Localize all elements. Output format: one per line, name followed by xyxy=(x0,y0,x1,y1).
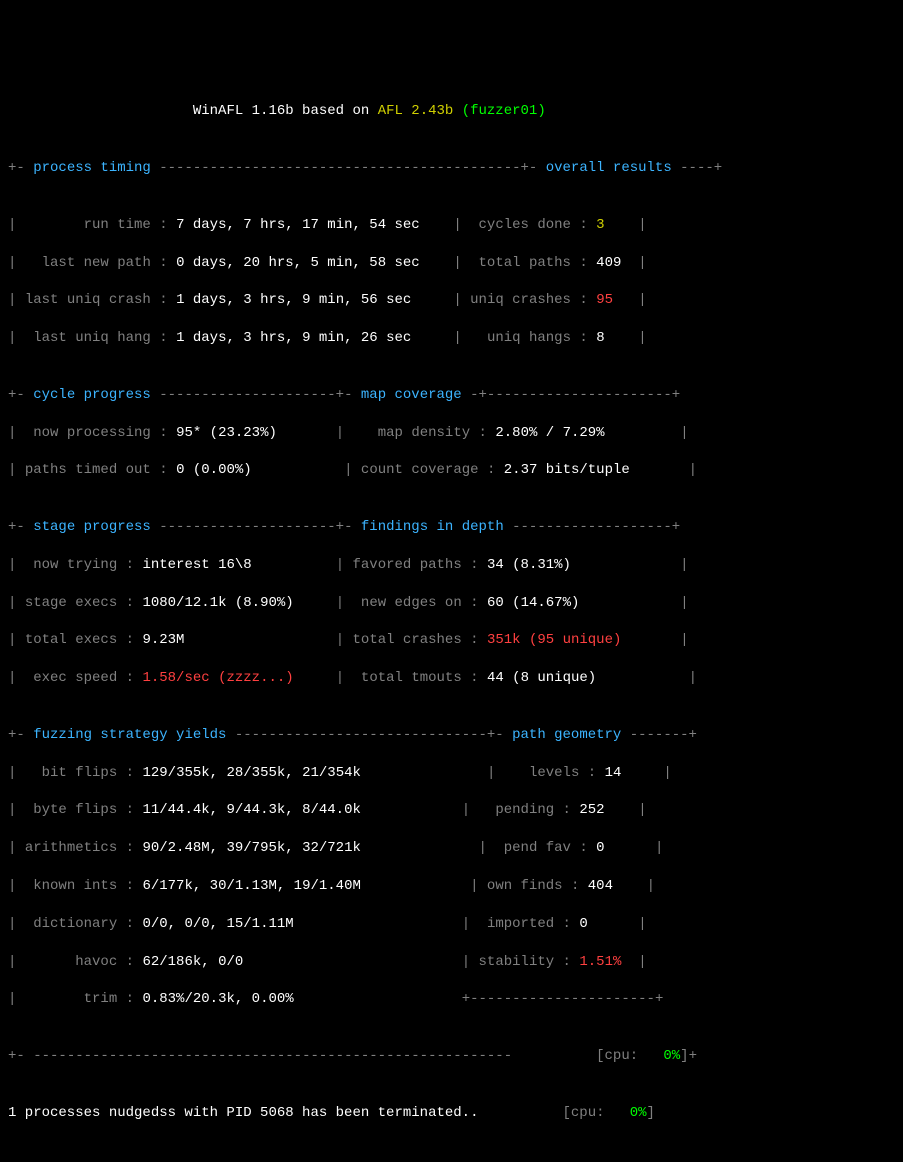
title-pre: WinAFL 1.16b based on xyxy=(193,103,378,119)
row-now-trying: | now trying : interest 16\8 | favored p… xyxy=(8,556,895,575)
row-run-time: | run time : 7 days, 7 hrs, 17 min, 54 s… xyxy=(8,216,895,235)
row-stage-execs: | stage execs : 1080/12.1k (8.90%) | new… xyxy=(8,594,895,613)
sec-overall-results: overall results xyxy=(546,160,672,176)
row-dictionary: | dictionary : 0/0, 0/0, 15/1.11M | impo… xyxy=(8,915,895,934)
row-last-new-path: | last new path : 0 days, 20 hrs, 5 min,… xyxy=(8,254,895,273)
row-last-uniq-hang: | last uniq hang : 1 days, 3 hrs, 9 min,… xyxy=(8,329,895,348)
divider-2: +- cycle progress ---------------------+… xyxy=(8,386,895,405)
title-fuzz: (fuzzer01) xyxy=(462,103,546,119)
row-trim: | trim : 0.83%/20.3k, 0.00% +-----------… xyxy=(8,990,895,1009)
sec-cycle-progress: cycle progress xyxy=(33,387,151,403)
row-byte-flips: | byte flips : 11/44.4k, 9/44.3k, 8/44.0… xyxy=(8,801,895,820)
sec-path-geometry: path geometry xyxy=(512,727,621,743)
cpu-line-1: +- -------------------------------------… xyxy=(8,1047,895,1066)
sec-map-coverage: map coverage xyxy=(361,387,462,403)
sec-process-timing: process timing xyxy=(33,160,151,176)
row-last-uniq-crash: | last uniq crash : 1 days, 3 hrs, 9 min… xyxy=(8,291,895,310)
sec-fuzzing-strategy-yields: fuzzing strategy yields xyxy=(33,727,226,743)
row-exec-speed: | exec speed : 1.58/sec (zzzz...) | tota… xyxy=(8,669,895,688)
row-paths-timed-out: | paths timed out : 0 (0.00%) | count co… xyxy=(8,461,895,480)
title-line: WinAFL 1.16b based on AFL 2.43b (fuzzer0… xyxy=(8,102,895,121)
divider-1: +- process timing ----------------------… xyxy=(8,159,895,178)
row-now-processing: | now processing : 95* (23.23%) | map de… xyxy=(8,424,895,443)
row-havoc: | havoc : 62/186k, 0/0 | stability : 1.5… xyxy=(8,953,895,972)
sec-stage-progress: stage progress xyxy=(33,519,151,535)
sec-findings-in-depth: findings in depth xyxy=(361,519,504,535)
divider-3: +- stage progress ---------------------+… xyxy=(8,518,895,537)
row-arithmetics: | arithmetics : 90/2.48M, 39/795k, 32/72… xyxy=(8,839,895,858)
row-known-ints: | known ints : 6/177k, 30/1.13M, 19/1.40… xyxy=(8,877,895,896)
title-afl: AFL 2.43b xyxy=(378,103,462,119)
footer-line: 1 processes nudgedss with PID 5068 has b… xyxy=(8,1104,895,1123)
row-bit-flips: | bit flips : 129/355k, 28/355k, 21/354k… xyxy=(8,764,895,783)
divider-4: +- fuzzing strategy yields -------------… xyxy=(8,726,895,745)
row-total-execs: | total execs : 9.23M | total crashes : … xyxy=(8,631,895,650)
